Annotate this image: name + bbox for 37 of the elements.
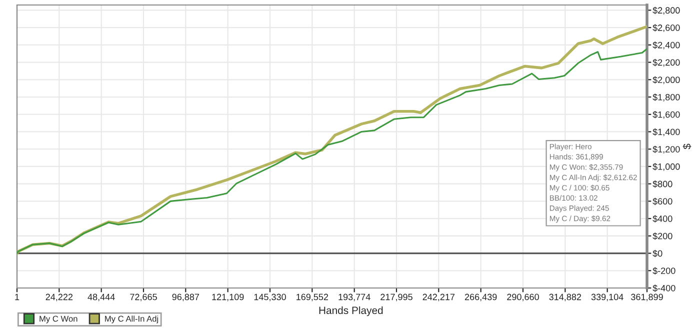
x-tick-label: 121,109 <box>212 294 244 302</box>
x-axis-title: Hands Played <box>319 306 383 316</box>
y-tick-label: $600 <box>652 198 672 206</box>
legend-label: My C Won <box>40 316 78 324</box>
x-tick-label: 266,439 <box>464 294 497 302</box>
x-tick-label: 339,104 <box>591 294 624 302</box>
x-tick-label: 217,995 <box>380 294 412 302</box>
y-tick-label: $0 <box>652 250 662 258</box>
x-tick-label: 169,552 <box>296 294 328 302</box>
y-tick-label: $1,800 <box>652 94 680 102</box>
x-tick-label: 1 <box>15 294 20 300</box>
y-tick-label: $-200 <box>652 267 676 275</box>
x-tick-label: 48,444 <box>88 294 115 302</box>
y-tick-label: $2,600 <box>652 24 680 32</box>
y-tick-label: $1,200 <box>652 146 680 154</box>
y-tick-label: $1,600 <box>652 110 680 119</box>
y-tick-label: $400 <box>652 215 672 222</box>
y-tick-label: $800 <box>652 180 672 188</box>
y-tick-label: $2,800 <box>652 6 680 15</box>
x-tick-label: 24,222 <box>46 294 73 302</box>
y-tick-label: $1,400 <box>652 128 680 136</box>
y-axis-title: $ <box>682 144 692 150</box>
x-tick-label: 96,887 <box>172 294 200 302</box>
y-tick-label: $2,400 <box>652 42 680 50</box>
x-tick-label: 242,217 <box>422 294 455 302</box>
x-tick-label: 290,660 <box>507 294 539 302</box>
x-tick-label: 361,899 <box>631 294 663 302</box>
x-tick-label: 72,665 <box>130 294 157 302</box>
x-tick-label: 145,330 <box>254 294 286 302</box>
x-tick-label: 314,882 <box>549 294 582 302</box>
y-tick-label: $2,000 <box>652 76 680 84</box>
y-tick-label: $2,200 <box>652 58 680 67</box>
y-tick-label: $-400 <box>652 284 676 292</box>
y-tick-label: $1,000 <box>652 163 680 171</box>
x-tick-label: 193,774 <box>338 294 370 302</box>
y-tick-label: $200 <box>652 232 672 240</box>
legend-label: My C All-In Adj <box>105 316 158 324</box>
